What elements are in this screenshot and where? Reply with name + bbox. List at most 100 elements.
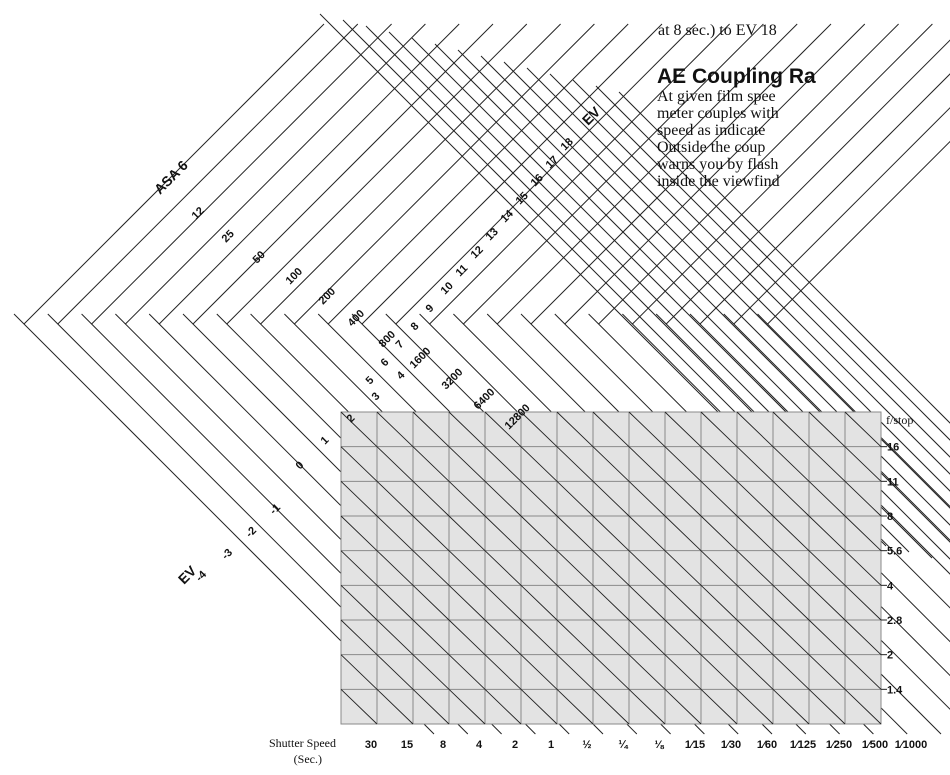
grid-cell-diagonal xyxy=(628,515,666,551)
grid-cell-diagonal xyxy=(376,689,414,725)
ev-top-value-label: 14 xyxy=(499,207,517,225)
grid-cell-diagonal xyxy=(844,515,882,551)
grid-cell-diagonal xyxy=(520,689,558,725)
ev-top-value-label: 9 xyxy=(424,302,437,315)
fstop-value-label: 11 xyxy=(887,476,899,488)
grid-cell-diagonal xyxy=(700,515,738,551)
grid-cell-diagonal xyxy=(448,585,486,621)
shutter-value-label: 1⁄1000 xyxy=(895,739,927,751)
asa-diagonal-line xyxy=(260,23,561,325)
fstop-value-label: 5.6 xyxy=(887,546,902,558)
grid-cell-diagonal xyxy=(340,585,378,621)
grid-cell-diagonal xyxy=(628,411,666,447)
grid-cell-diagonal xyxy=(736,446,774,482)
ev-diagonal-line xyxy=(689,313,950,575)
shutter-value-label: ⅛ xyxy=(654,739,664,751)
ev-band-line xyxy=(503,61,950,509)
grid-cell-diagonal xyxy=(484,619,522,655)
grid-cell-diagonal xyxy=(484,515,522,551)
grid-cell-diagonal xyxy=(340,689,378,725)
grid-cell-diagonal xyxy=(736,411,774,447)
grid-cell-diagonal xyxy=(556,689,594,725)
grid-cell-diagonal xyxy=(376,619,414,655)
grid-cell-diagonal xyxy=(700,585,738,621)
grid-cell-diagonal xyxy=(340,446,378,482)
ev-bottom-value-label: -1 xyxy=(268,502,283,517)
grid-cell-diagonal xyxy=(340,654,378,690)
grid-cell-diagonal xyxy=(628,689,666,725)
grid-cell-diagonal xyxy=(592,654,630,690)
paragraph-line: meter couples with xyxy=(657,105,779,122)
grid-cell-diagonal xyxy=(808,446,846,482)
asa-diagonal-line xyxy=(23,23,325,325)
grid-cell-diagonal xyxy=(340,481,378,517)
fstop-value-label: 2 xyxy=(887,650,893,662)
grid-cell-diagonal xyxy=(520,446,558,482)
grid-cell-diagonal xyxy=(844,411,882,447)
grid-cell-diagonal xyxy=(448,481,486,517)
grid-cell-diagonal xyxy=(556,550,594,586)
grid-cell-diagonal xyxy=(772,689,810,725)
shutter-axis-subtitle: (Sec.) xyxy=(294,752,322,766)
grid-cell-diagonal xyxy=(412,619,450,655)
grid-cell-diagonal xyxy=(592,481,630,517)
ev-diagonal-line xyxy=(757,313,950,508)
ev-top-value-label: 8 xyxy=(409,320,422,333)
grid-cell-diagonal xyxy=(772,411,810,447)
grid-cell-diagonal xyxy=(736,689,774,725)
grid-cell-diagonal xyxy=(844,446,882,482)
grid-cell-diagonal xyxy=(772,585,810,621)
fstop-value-label: 16 xyxy=(887,442,899,454)
grid-cell-diagonal xyxy=(376,411,414,447)
grid-cell-diagonal xyxy=(736,481,774,517)
asa-diagonal-line xyxy=(125,23,426,325)
ev-bottom-value-label: -3 xyxy=(220,547,235,562)
asa-diagonal-line xyxy=(226,23,528,325)
grid-cell-diagonal xyxy=(844,689,882,725)
ev-bottom-value-label: 1 xyxy=(319,434,332,447)
paragraph-line: At given film spee xyxy=(657,88,776,105)
grid-cell-diagonal xyxy=(448,446,486,482)
shutter-value-label: 2 xyxy=(512,739,518,751)
grid-cell-diagonal xyxy=(700,619,738,655)
ev-diagonal-line xyxy=(723,313,950,541)
shutter-value-label: 1⁄125 xyxy=(790,739,816,751)
asa-diagonal-line xyxy=(395,23,697,325)
grid-cell-diagonal xyxy=(556,585,594,621)
grid-cell-diagonal xyxy=(808,689,846,725)
paragraph-line: Outside the coup xyxy=(657,139,765,156)
asa-diagonal-line xyxy=(57,23,359,325)
grid-cell-diagonal xyxy=(592,550,630,586)
grid-cell-diagonal xyxy=(808,585,846,621)
asa-diagonal-line xyxy=(496,23,798,325)
asa-value-label: 3200 xyxy=(440,366,466,392)
ev-top-value-label: 12 xyxy=(469,244,486,261)
ev-bottom-value-label: -4 xyxy=(194,568,210,584)
grid-cell-diagonal xyxy=(808,481,846,517)
asa-diagonal-line xyxy=(767,140,950,325)
grid-cell-diagonal xyxy=(376,585,414,621)
grid-cell-diagonal xyxy=(700,411,738,447)
ev-band-line xyxy=(618,91,950,424)
shutter-value-label: 1⁄250 xyxy=(826,739,852,751)
ev-band-line xyxy=(595,85,950,441)
grid-cell-diagonal xyxy=(340,411,378,447)
grid-cell-diagonal xyxy=(844,654,882,690)
grid-cell-diagonal xyxy=(556,654,594,690)
asa-value-label: 25 xyxy=(220,228,237,245)
grid-cell-diagonal xyxy=(484,585,522,621)
asa-diagonal-line xyxy=(158,23,460,325)
grid-cell-diagonal xyxy=(736,619,774,655)
grid-cell-diagonal xyxy=(448,619,486,655)
grid-cell-diagonal xyxy=(520,481,558,517)
grid-cell-diagonal xyxy=(592,585,630,621)
shutter-value-label: 1⁄500 xyxy=(862,739,888,751)
asa-value-label: 200 xyxy=(317,286,338,307)
grid-cell-diagonal xyxy=(376,550,414,586)
grid-cell-diagonal xyxy=(376,515,414,551)
ev-band-line xyxy=(526,67,950,492)
grid-cell-diagonal xyxy=(628,654,666,690)
grid-cell-diagonal xyxy=(448,515,486,551)
grid-cell-diagonal xyxy=(412,654,450,690)
